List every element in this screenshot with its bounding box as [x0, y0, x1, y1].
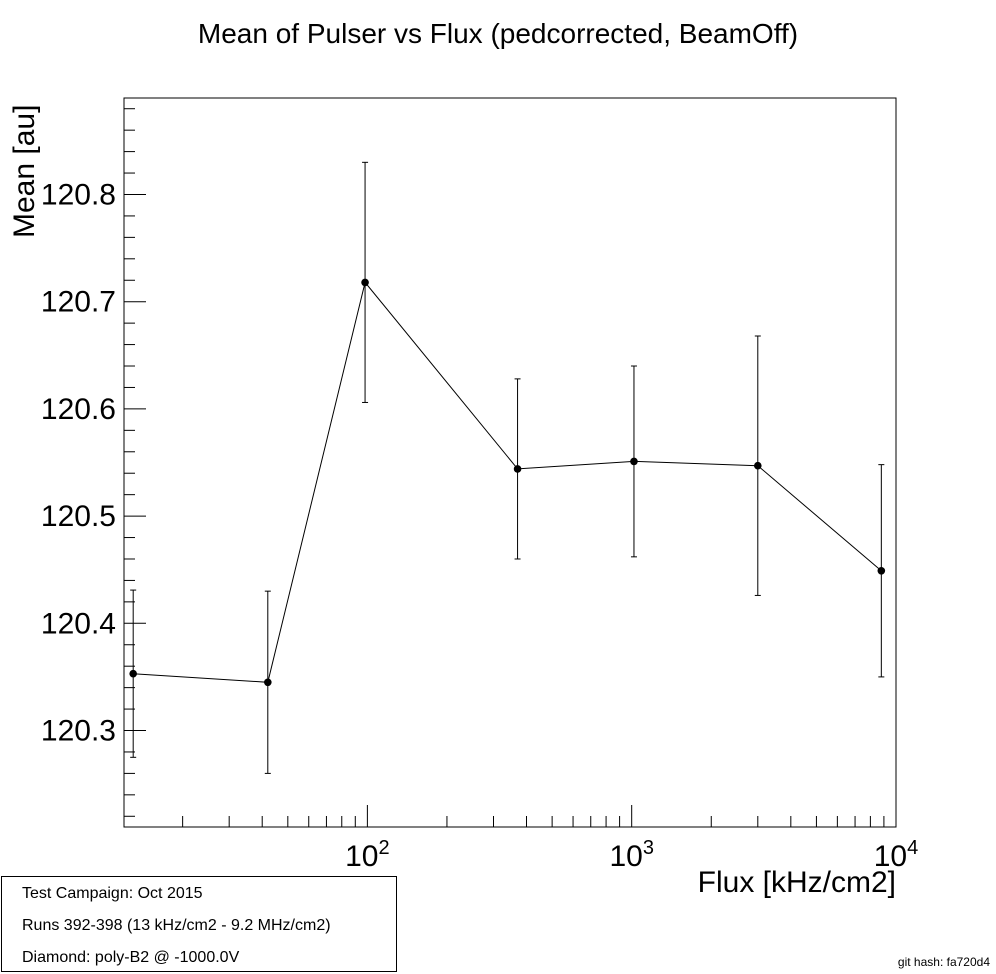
diamond-text: Diamond: poly-B2 @ -1000.0V	[22, 949, 240, 966]
data-series	[129, 161, 886, 774]
x-axis-ticks	[182, 805, 897, 827]
x-axis-tick-labels: 102 103 104	[345, 837, 918, 873]
y-tick-label: 120.6	[41, 393, 116, 426]
x-tick-label: 102	[345, 837, 390, 873]
chart-title: Mean of Pulser vs Flux (pedcorrected, Be…	[198, 18, 798, 49]
y-tick-label: 120.3	[41, 715, 116, 748]
git-hash: git hash: fa720d4	[897, 955, 990, 969]
series-line	[133, 281, 882, 683]
data-point	[877, 566, 886, 575]
campaign-text: Test Campaign: Oct 2015	[22, 885, 203, 902]
y-tick-label: 120.8	[41, 178, 116, 211]
data-point	[513, 465, 522, 473]
y-axis-ticks	[124, 108, 146, 817]
y-axis-tick-labels: 120.3 120.4 120.5 120.6 120.7 120.8	[41, 178, 116, 747]
data-point	[361, 278, 369, 287]
data-point	[630, 457, 638, 466]
data-point	[753, 461, 762, 470]
info-box: Test Campaign: Oct 2015 Runs 392-398 (13…	[1, 876, 397, 972]
runs-text: Runs 392-398 (13 kHz/cm2 - 9.2 MHz/cm2)	[22, 917, 331, 934]
x-tick-label: 104	[874, 837, 919, 873]
x-tick-label: 103	[609, 837, 654, 873]
y-tick-label: 120.4	[41, 607, 116, 640]
data-point	[129, 669, 137, 678]
y-tick-label: 120.5	[41, 500, 116, 533]
y-axis-title: Mean [au]	[8, 105, 41, 238]
x-axis-title: Flux [kHz/cm2]	[698, 866, 896, 899]
plot-frame	[123, 97, 897, 828]
data-point	[264, 678, 272, 687]
y-tick-label: 120.7	[41, 286, 116, 319]
